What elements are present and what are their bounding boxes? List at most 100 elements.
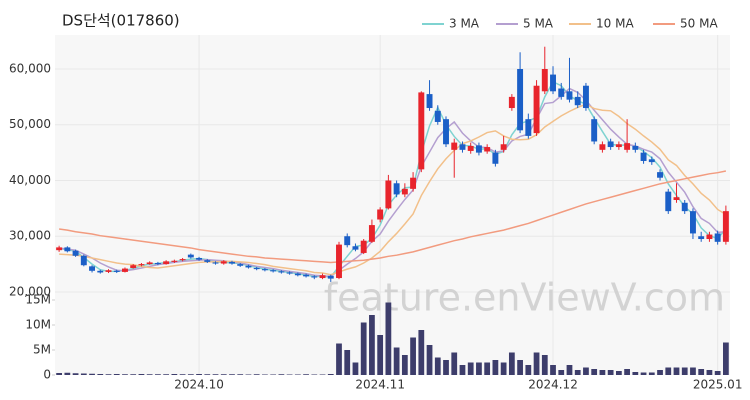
- candle-body: [624, 143, 631, 150]
- candle-body: [171, 260, 178, 262]
- candle-body: [550, 74, 556, 92]
- volume-bar: [72, 373, 79, 375]
- candle-body: [426, 94, 433, 109]
- volume-bar: [632, 372, 639, 375]
- candle-body: [130, 265, 137, 269]
- candle-body: [657, 172, 663, 178]
- candle-body: [105, 270, 112, 272]
- candle-body: [566, 91, 573, 100]
- volume-bar: [97, 374, 104, 375]
- candle-body: [648, 159, 655, 163]
- x-tick-label: 2024.12: [528, 378, 578, 392]
- volume-bar: [484, 362, 491, 375]
- candle-body: [508, 96, 515, 109]
- candle-body: [97, 270, 104, 273]
- candle-body: [418, 92, 425, 170]
- candle-body: [311, 276, 318, 278]
- candle-body: [163, 261, 170, 265]
- volume-bar: [467, 362, 474, 375]
- volume-bar: [369, 315, 375, 375]
- volume-bar: [698, 369, 705, 375]
- candle-body: [500, 144, 507, 150]
- x-tick-label: 2025.01: [693, 378, 743, 392]
- volume-bar: [278, 374, 285, 375]
- candle-body: [467, 145, 474, 151]
- legend-label: 10 MA: [596, 17, 634, 31]
- candle-body: [632, 145, 639, 150]
- volume-bar: [443, 360, 449, 375]
- candle-body: [237, 264, 244, 266]
- candle-body: [673, 197, 680, 201]
- candle-body: [229, 261, 235, 264]
- volume-bar: [344, 350, 351, 375]
- volume-bar: [550, 365, 556, 375]
- legend-label: 3 MA: [449, 17, 480, 31]
- candle-body: [212, 262, 219, 264]
- volume-bar: [410, 337, 416, 375]
- candle-body: [245, 265, 252, 268]
- volume-bar: [665, 367, 672, 375]
- volume-bar: [434, 357, 441, 375]
- candle-body: [360, 240, 367, 253]
- watermark: feature.enViewV.com: [324, 276, 725, 320]
- candle-body: [56, 247, 63, 251]
- candle-body: [89, 266, 96, 271]
- candle-body: [146, 262, 153, 265]
- candle-body: [303, 274, 310, 277]
- y-tick-label: 30,000: [9, 229, 51, 243]
- candle-body: [475, 145, 482, 153]
- candle-body: [443, 119, 449, 145]
- volume-bar: [171, 374, 178, 375]
- ma-line: [59, 103, 727, 276]
- volume-tick-label: 15M: [25, 293, 51, 307]
- candle-body: [525, 119, 532, 136]
- volume-bar: [574, 370, 581, 375]
- volume-bar: [113, 374, 120, 375]
- candle-body: [698, 236, 705, 240]
- candle-body: [459, 144, 466, 150]
- candle-body: [492, 152, 499, 164]
- volume-bar: [533, 352, 540, 375]
- volume-tick-label: 10M: [25, 318, 51, 332]
- volume-bar: [640, 372, 647, 375]
- volume-bar: [459, 365, 466, 375]
- legend-label: 50 MA: [680, 17, 718, 31]
- chart-title: DS단석(017860): [62, 12, 180, 30]
- volume-bar: [237, 374, 244, 375]
- candle-body: [344, 236, 351, 246]
- ma-line: [59, 80, 727, 278]
- candle-body: [196, 257, 203, 260]
- candle-body: [451, 142, 458, 150]
- candle-body: [278, 271, 285, 273]
- candle-body: [187, 254, 194, 258]
- candle-body: [261, 269, 268, 271]
- volume-bar: [196, 374, 202, 375]
- volume-bar: [599, 370, 606, 375]
- candle-body: [393, 183, 400, 195]
- candle-body: [80, 255, 87, 266]
- volume-bar: [525, 365, 532, 375]
- candle-body: [574, 96, 581, 106]
- legend-label: 5 MA: [523, 17, 554, 31]
- volume-bar: [591, 369, 598, 375]
- candle-body: [179, 259, 186, 261]
- volume-panel: [55, 297, 730, 375]
- candle-body: [352, 246, 359, 250]
- volume-bar: [492, 360, 499, 375]
- volume-bar: [245, 374, 252, 375]
- y-tick-label: 20,000: [9, 284, 51, 298]
- price-panel: [55, 35, 730, 297]
- candle-body: [377, 209, 384, 220]
- volume-bar: [657, 370, 663, 375]
- volume-bar: [690, 367, 696, 375]
- volume-bar: [500, 362, 507, 375]
- volume-bar: [517, 360, 523, 375]
- candle-body: [706, 234, 713, 240]
- ma-line: [59, 170, 727, 264]
- candle-body: [204, 260, 211, 262]
- volume-bar: [212, 374, 219, 375]
- volume-bar: [558, 370, 565, 375]
- x-tick-label: 2024.11: [355, 378, 405, 392]
- volume-bar: [89, 373, 95, 375]
